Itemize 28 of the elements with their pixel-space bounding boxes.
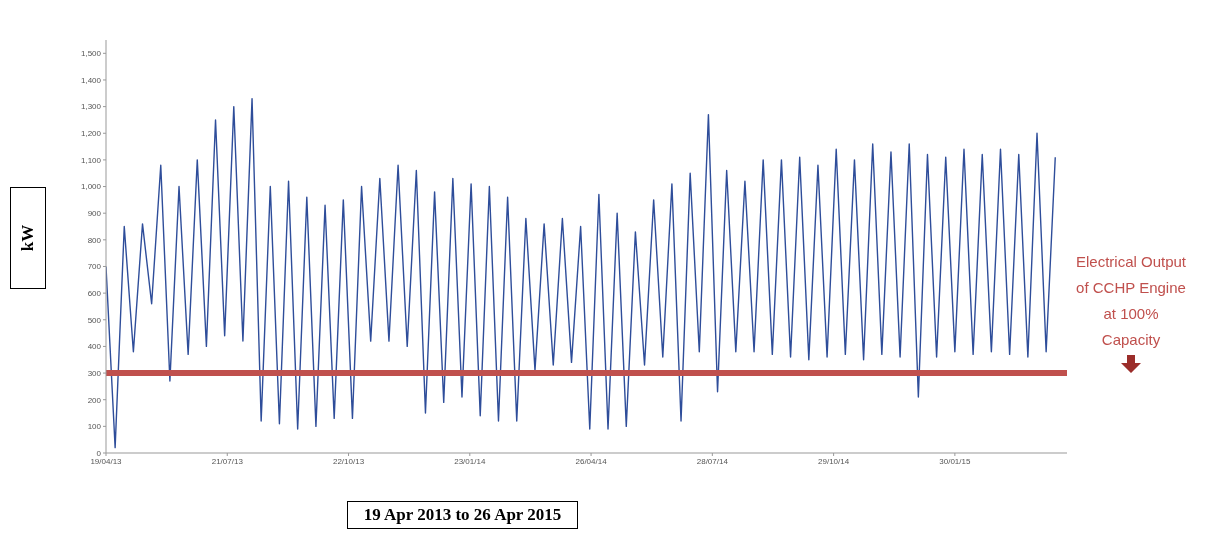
x-tick-label: 29/10/14 <box>818 456 850 466</box>
y-tick-label: 1,300 <box>80 102 102 112</box>
line-series <box>106 97 1056 449</box>
x-tick-label: 28/07/14 <box>696 456 729 466</box>
y-tick-label: 1,400 <box>80 75 102 85</box>
y-tick-label: 1,100 <box>80 155 102 165</box>
y-tick-label: 800 <box>87 235 102 245</box>
ref-line-label: Electrical Output of CCHP Engine at 100% Capacity <box>1075 252 1187 351</box>
y-tick-label: 100 <box>87 422 102 432</box>
y-tick-label: 300 <box>87 368 102 378</box>
x-tick-label: 26/04/14 <box>575 456 608 466</box>
y-tick-label: 500 <box>87 315 102 325</box>
y-axis-title: kW <box>18 224 38 252</box>
y-tick-label: 1,500 <box>80 49 102 59</box>
y-tick-label: 1,000 <box>80 182 102 192</box>
x-axis-title: 19 Apr 2013 to 26 Apr 2015 <box>346 501 579 529</box>
y-tick-label: 1,200 <box>80 129 102 139</box>
x-tick-label: 22/10/13 <box>332 456 365 466</box>
x-tick-label: 21/07/13 <box>211 456 244 466</box>
x-tick-label: 23/01/14 <box>454 456 486 466</box>
y-tick-label: 400 <box>87 342 102 352</box>
y-tick-label: 700 <box>87 262 102 272</box>
y-tick-label: 900 <box>87 209 102 219</box>
y-tick-label: 0 <box>96 448 102 458</box>
x-tick-label: 30/01/15 <box>939 456 971 466</box>
y-tick-label: 200 <box>87 395 102 405</box>
x-tick-label: 19/04/13 <box>90 456 123 466</box>
y-tick-label: 600 <box>87 288 102 298</box>
